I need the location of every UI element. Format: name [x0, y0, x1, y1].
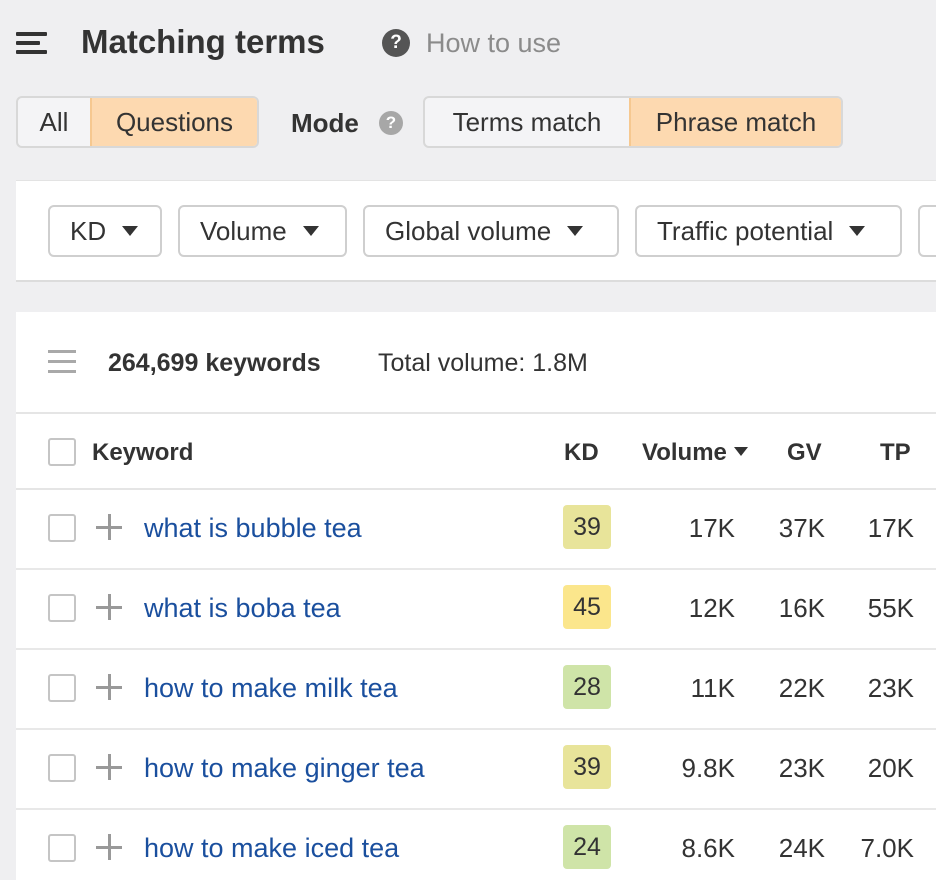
tp-value[interactable]: 55K	[867, 593, 914, 623]
traffic-potential-filter-dropdown[interactable]: Traffic potential	[635, 205, 902, 257]
column-kd[interactable]: KD	[564, 439, 599, 466]
volume-value: 12K	[688, 593, 735, 623]
add-to-list-icon[interactable]	[96, 594, 122, 620]
kd-badge: 39	[563, 505, 611, 549]
column-volume-label: Volume	[642, 439, 727, 466]
results-summary: 264,699 keywords Total volume: 1.8M	[16, 312, 936, 414]
traffic-potential-filter-label: Traffic potential	[657, 215, 834, 246]
row-checkbox[interactable]	[48, 674, 76, 702]
add-to-list-icon[interactable]	[96, 834, 122, 860]
select-all-checkbox[interactable]	[48, 438, 76, 466]
keyword-link[interactable]: how to make milk tea	[144, 673, 398, 703]
tp-value[interactable]: 20K	[867, 753, 914, 783]
global-volume-filter-label: Global volume	[385, 215, 552, 246]
kd-filter-label: KD	[70, 215, 107, 246]
column-volume[interactable]: Volume	[642, 438, 748, 468]
results-panel: 264,699 keywords Total volume: 1.8M Keyw…	[16, 312, 936, 880]
volume-value: 17K	[688, 513, 735, 543]
how-to-use-link[interactable]: How to use	[426, 28, 562, 58]
table-header: Keyword KD Volume GV TP	[16, 414, 936, 490]
table-row: how to make iced tea 24 8.6K 24K 7.0K	[16, 810, 936, 880]
table-row: what is bubble tea 39 17K 37K 17K	[16, 490, 936, 570]
column-gv[interactable]: GV	[787, 439, 822, 466]
add-to-list-icon[interactable]	[96, 514, 122, 540]
keyword-count: 264,699 keywords	[108, 349, 321, 377]
tp-value[interactable]: 23K	[867, 673, 914, 703]
tab-questions[interactable]: Questions	[90, 98, 257, 146]
volume-value: 11K	[690, 673, 735, 703]
table-row: how to make ginger tea 39 9.8K 23K 20K	[16, 730, 936, 810]
add-to-list-icon[interactable]	[96, 754, 122, 780]
column-tp[interactable]: TP	[880, 439, 911, 466]
add-to-list-icon[interactable]	[96, 674, 122, 700]
keyword-link[interactable]: how to make ginger tea	[144, 753, 425, 783]
gv-value: 16K	[778, 593, 825, 623]
sort-desc-icon	[733, 447, 748, 457]
tp-value[interactable]: 17K	[867, 513, 914, 543]
gv-value: 23K	[778, 753, 825, 783]
caret-down-icon	[849, 226, 866, 236]
volume-filter-dropdown[interactable]: Volume	[178, 205, 347, 257]
caret-down-icon	[302, 226, 319, 236]
kd-badge: 24	[563, 825, 611, 869]
caret-down-icon	[122, 226, 139, 236]
column-keyword[interactable]: Keyword	[92, 439, 194, 466]
mode-help-icon[interactable]: ?	[379, 111, 403, 135]
scope-toggle: All Questions	[16, 96, 259, 148]
gv-value: 37K	[778, 513, 825, 543]
page-title: Matching terms	[81, 23, 325, 60]
more-filter-dropdown[interactable]	[918, 205, 936, 257]
page-header: Matching terms ? How to use	[0, 0, 936, 88]
row-checkbox[interactable]	[48, 754, 76, 782]
table-row: what is boba tea 45 12K 16K 55K	[16, 570, 936, 650]
caret-down-icon	[567, 226, 584, 236]
mode-label: Mode	[291, 108, 359, 138]
phrase-match-option[interactable]: Phrase match	[629, 98, 841, 146]
list-icon[interactable]	[48, 350, 76, 374]
global-volume-filter-dropdown[interactable]: Global volume	[363, 205, 619, 257]
mode-toggle: Terms match Phrase match	[423, 96, 843, 148]
kd-badge: 28	[563, 665, 611, 709]
row-checkbox[interactable]	[48, 834, 76, 862]
gv-value: 24K	[778, 833, 825, 863]
volume-filter-label: Volume	[200, 215, 287, 246]
row-checkbox[interactable]	[48, 514, 76, 542]
kd-badge: 39	[563, 745, 611, 789]
tab-all[interactable]: All	[39, 106, 69, 137]
menu-icon[interactable]	[16, 30, 48, 56]
table-row: how to make milk tea 28 11K 22K 23K	[16, 650, 936, 730]
keyword-link[interactable]: how to make iced tea	[144, 833, 400, 863]
volume-value: 9.8K	[681, 753, 736, 783]
gv-value: 22K	[778, 673, 825, 703]
row-checkbox[interactable]	[48, 594, 76, 622]
tp-value[interactable]: 7.0K	[860, 833, 915, 863]
filters-panel: KD Volume Global volume Traffic potentia…	[16, 180, 936, 282]
kd-badge: 45	[563, 585, 611, 629]
terms-match-option[interactable]: Terms match	[452, 106, 602, 137]
keyword-link[interactable]: what is bubble tea	[144, 513, 362, 543]
help-icon[interactable]: ?	[382, 29, 410, 57]
keyword-link[interactable]: what is boba tea	[144, 593, 341, 623]
volume-value: 8.6K	[681, 833, 736, 863]
kd-filter-dropdown[interactable]: KD	[48, 205, 162, 257]
total-volume: Total volume: 1.8M	[378, 349, 588, 377]
